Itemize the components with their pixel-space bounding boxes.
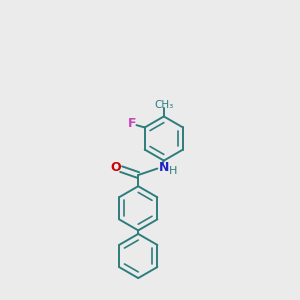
Text: H: H xyxy=(169,166,178,176)
Text: N: N xyxy=(159,161,169,174)
Text: CH₃: CH₃ xyxy=(154,100,173,110)
Text: F: F xyxy=(128,117,136,130)
Text: O: O xyxy=(110,161,121,175)
